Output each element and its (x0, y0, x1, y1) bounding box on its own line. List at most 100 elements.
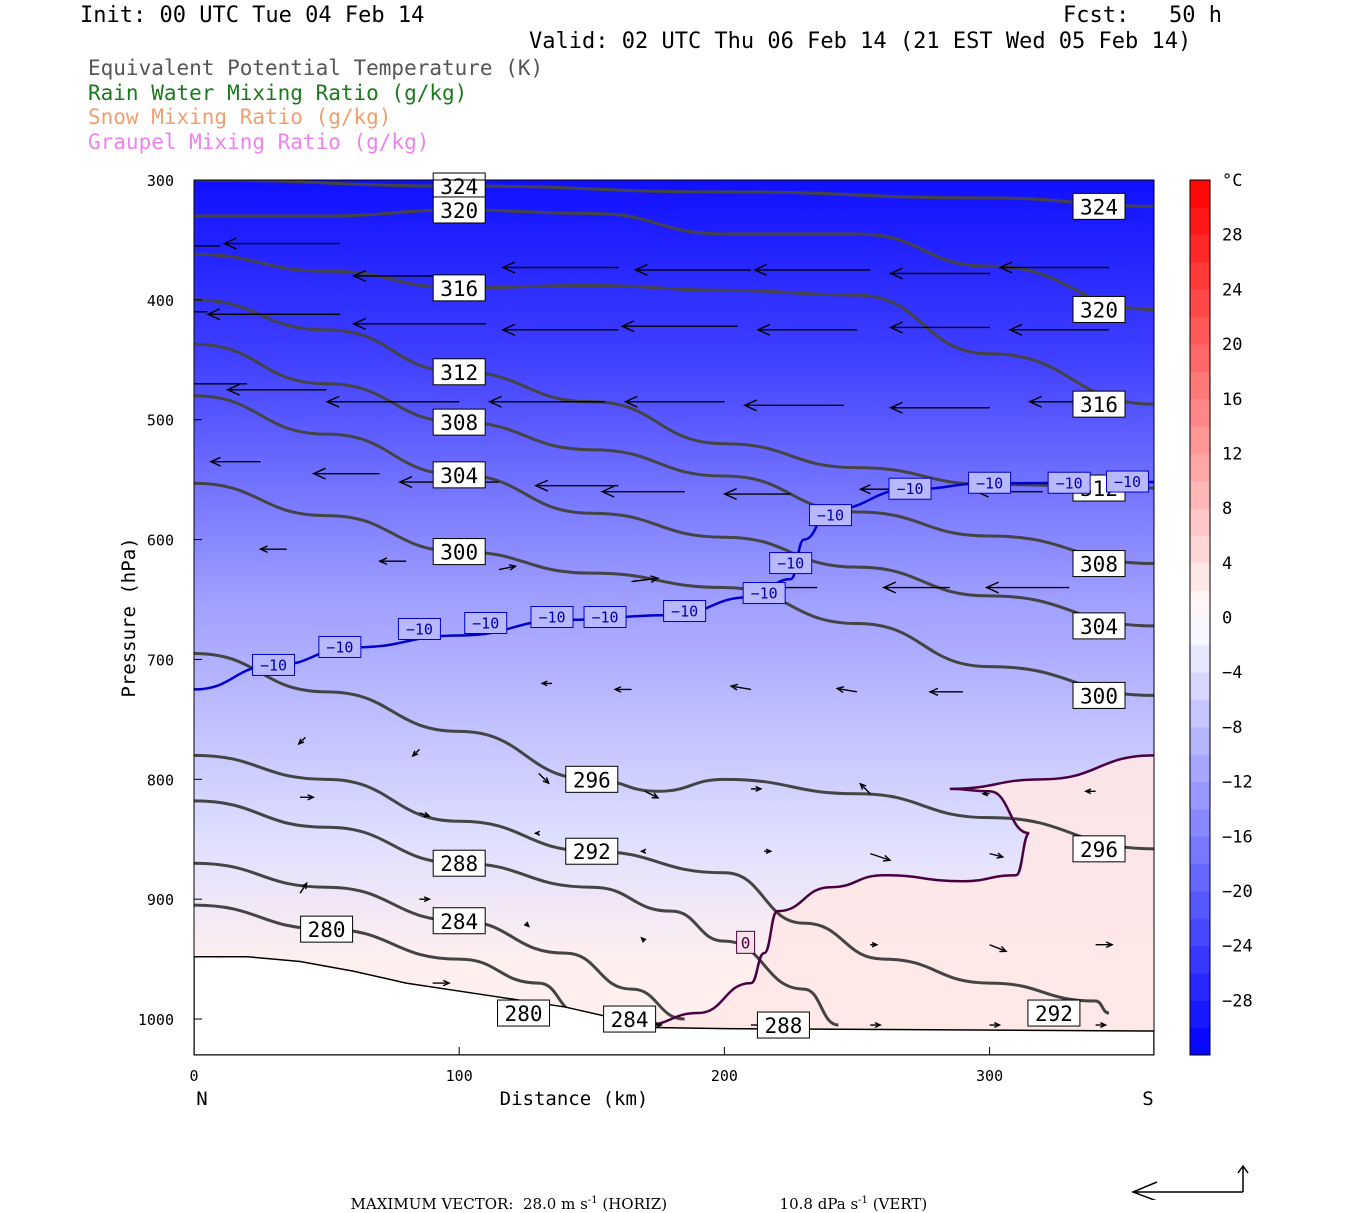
wind-vector (501, 261, 619, 274)
wind-vector (644, 790, 660, 799)
contour-labels: 3243243203203163163123123083083043043003… (252, 172, 1149, 1039)
wind-vector-head (487, 395, 502, 408)
theta-e-label-box (565, 837, 619, 865)
isotherm-label-box (888, 477, 932, 500)
wind-vector (989, 852, 1005, 859)
wind-vector (325, 395, 460, 408)
wind-vector-head (1105, 941, 1114, 949)
wind-vector-head (501, 323, 516, 336)
wind-vector (419, 896, 432, 903)
isotherm-label-box (583, 606, 627, 628)
max-vector-label: MAXIMUM VECTOR: (350, 1195, 514, 1213)
wind-vector-head (874, 1022, 882, 1029)
wind-vector (989, 944, 1008, 953)
wind-vector (870, 1022, 882, 1029)
theta-e-label-text: 284 (440, 910, 478, 934)
theta-e-label-300: 300 (1072, 681, 1126, 709)
wind-vector (631, 575, 660, 583)
x-axis-right-end-label: S (1142, 1088, 1153, 1110)
wind-vector-shaft (837, 687, 858, 693)
colorbar-step (1190, 426, 1210, 454)
wind-vector-head (325, 395, 340, 408)
wind-vector (753, 263, 871, 276)
theta-e-label-box (1072, 550, 1126, 578)
theta-e-label-box (1072, 295, 1126, 323)
colorbar-step (1190, 754, 1210, 783)
isotherm-label-text: −10 (777, 555, 804, 573)
wind-vector-shaft (498, 565, 516, 571)
vert-value: 10.8 (779, 1195, 813, 1213)
isotherm-minus10-label: −10 (663, 600, 707, 623)
colorbar-step (1190, 398, 1210, 427)
isotherm-label-box (397, 617, 441, 640)
isotherm-label-text: −10 (751, 585, 778, 603)
theta-e-label-text: 304 (1080, 615, 1118, 639)
terrain-mask (194, 955, 1154, 1055)
isotherm-minus10-label: −10 (888, 477, 932, 500)
colorbar-step (1190, 590, 1210, 618)
colorbar-tick-label: −28 (1222, 991, 1253, 1011)
horiz-tag: (HORIZ) (602, 1195, 668, 1213)
wind-vector-head (999, 945, 1008, 953)
wind-vector (540, 680, 553, 687)
wind-vector (870, 852, 892, 862)
wind-vector (888, 267, 990, 280)
wind-vector (209, 456, 261, 467)
isotherm-label-box (318, 635, 362, 658)
isotherm-label-text: −10 (671, 603, 698, 621)
theta-e-label-316: 316 (432, 274, 486, 302)
theta-e-label-box (432, 538, 486, 566)
wind-vector-shaft (538, 772, 550, 784)
wind-vector-head (882, 581, 897, 594)
wind-vector-head (508, 564, 518, 571)
theta-e-contour-308 (194, 342, 1154, 566)
y-axis-title: Pressure (hPa) (118, 537, 140, 697)
theta-e-label-box (1072, 681, 1126, 709)
wind-vector-head (755, 785, 763, 792)
wind-vector (432, 979, 451, 987)
theta-e-label-box (432, 358, 486, 386)
wind-vector (989, 1022, 1002, 1029)
wind-vector (764, 848, 773, 855)
wind-vector-head (1084, 788, 1092, 795)
wind-vector (640, 936, 647, 943)
wind-vector-head (928, 687, 939, 697)
vert-units: dPa s (817, 1195, 859, 1213)
horiz-exponent: -1 (587, 1195, 598, 1206)
theta-e-contour-284 (194, 861, 685, 1021)
forecast-hour: Fcst: 50 h (1063, 3, 1222, 28)
wind-vector (928, 687, 964, 697)
colorbar-tick-label: 0 (1222, 609, 1232, 629)
wind-vector-head (888, 321, 903, 334)
theta-e-label-text: 292 (573, 840, 611, 864)
colorbar-step (1190, 262, 1210, 290)
theta-e-label-280: 280 (300, 915, 354, 943)
theta-e-label-300: 300 (432, 538, 486, 566)
wind-vector-head (613, 686, 622, 693)
theta-e-label-text: 292 (1035, 1002, 1073, 1026)
x-axis-left-end-label: N (196, 1088, 207, 1110)
theta-e-label-text: 288 (440, 852, 478, 876)
theta-e-label-316: 316 (1072, 390, 1126, 418)
colorbar-step (1190, 1000, 1210, 1029)
colorbar-tick-label: 28 (1222, 226, 1242, 246)
theta-e-contour-296 (194, 651, 1154, 851)
wind-vector (623, 395, 725, 408)
theta-e-label-box (432, 274, 486, 302)
colorbar-tick-label: 16 (1222, 390, 1242, 410)
isotherm-label-text: −10 (1114, 473, 1141, 491)
wind-vector (352, 317, 486, 330)
isotherm-label-box (968, 471, 1012, 494)
valid-time: Valid: 02 UTC Thu 06 Feb 14 (21 EST Wed … (529, 29, 1192, 54)
wind-vector-head (888, 267, 903, 280)
wind-vector (194, 383, 248, 385)
colorbar-frame (1189, 179, 1211, 1056)
horiz-value: 28.0 (522, 1195, 557, 1213)
wind-vector-shaft (989, 852, 1003, 858)
wind-vector-head (888, 401, 903, 414)
wind-vector (722, 488, 791, 501)
wind-vector-head (650, 575, 660, 583)
y-tick-label: 400 (147, 292, 174, 310)
wind-vector (258, 545, 287, 554)
theta-e-label-box (565, 765, 619, 793)
